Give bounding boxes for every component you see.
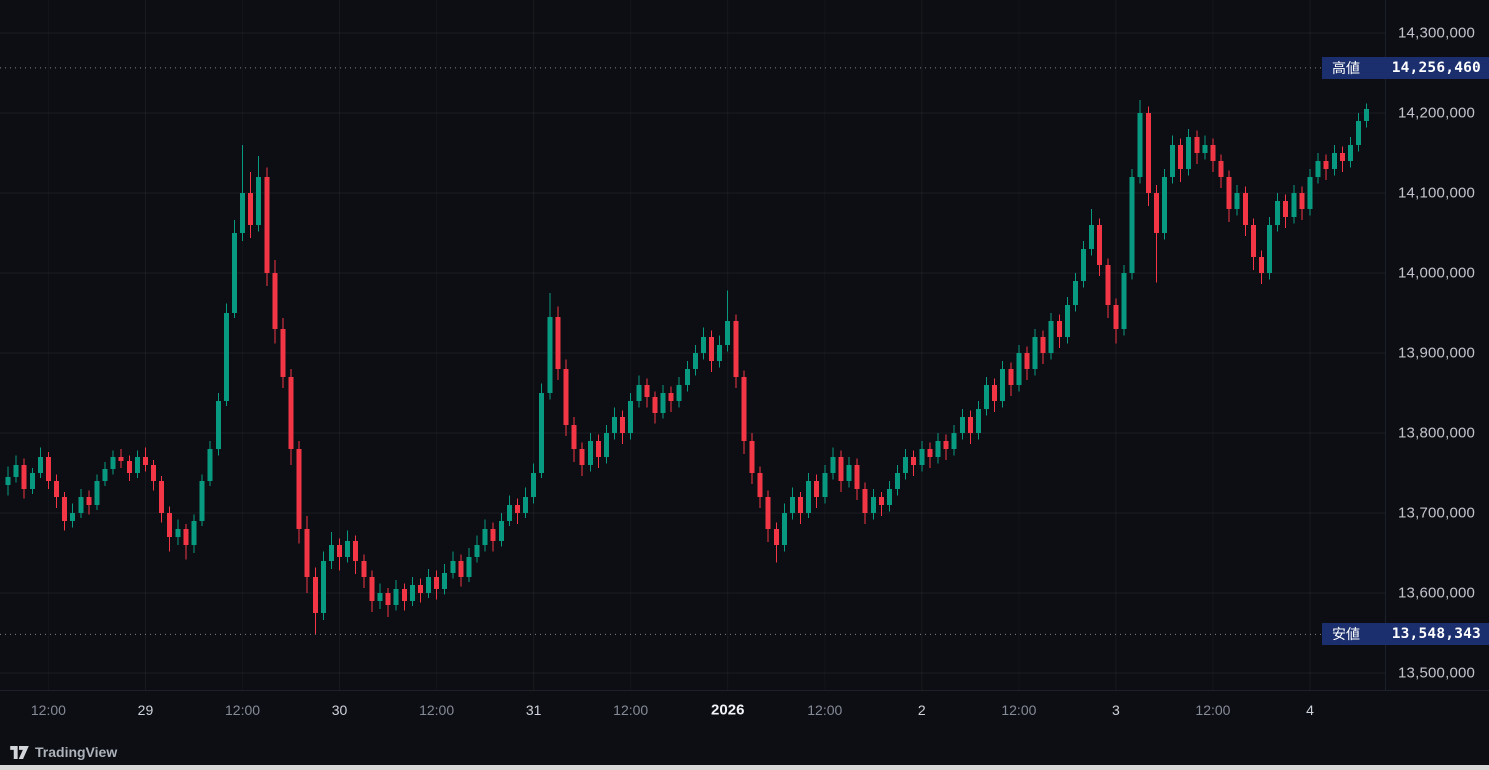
time-axis-label[interactable]: 12:00 [1001,702,1037,718]
time-axis[interactable]: 12:00 29 12:00 30 12:00 31 12:00 2026 12:00 2 12:0… [0,690,1489,733]
price-axis-label: 13,500,000 [1398,664,1476,682]
low-price-tag-label: 安値 [1332,626,1360,643]
chart-pane[interactable] [0,0,1385,690]
time-axis-label[interactable]: 2026 [711,701,745,719]
price-axis-label: 14,000,000 [1398,264,1476,282]
time-axis-label[interactable]: 12:00 [419,702,455,718]
time-axis-label[interactable]: 4 [1306,702,1314,718]
low-price-tag-value: 13,548,343 [1391,626,1481,643]
time-axis-label[interactable]: 29 [137,702,154,718]
time-axis-label[interactable]: 12:00 [30,702,66,718]
price-axis-label: 14,300,000 [1398,24,1476,42]
tradingview-logo-icon [10,745,29,759]
time-axis-label[interactable]: 12:00 [1195,702,1231,718]
time-axis-label[interactable]: 12:00 [224,702,261,718]
price-axis[interactable]: 14,300,000 14,200,000 14,100,000 14,000,000… [1385,0,1489,690]
price-axis-label: 13,800,000 [1398,424,1476,442]
time-axis-label[interactable]: 2 [917,702,926,718]
grid [0,0,1385,690]
candlesticks [5,100,1370,635]
high-price-tag-label: 高値 [1332,59,1360,76]
time-axis-label[interactable]: 30 [331,702,348,718]
low-price-tag: 安値 13,548,343 [1322,623,1489,646]
tradingview-attribution[interactable]: TradingView [10,742,117,762]
tradingview-wordmark: TradingView [35,744,118,760]
high-price-tag-value: 14,256,460 [1391,59,1481,76]
price-axis-label: 13,700,000 [1398,504,1476,522]
candlestick-chart[interactable] [0,0,1385,690]
price-axis-label: 14,200,000 [1398,104,1476,122]
time-axis-label[interactable]: 12:00 [807,702,843,718]
time-axis-label[interactable]: 12:00 [613,702,649,718]
high-price-tag: 高値 14,256,460 [1322,56,1489,79]
price-axis-label: 13,600,000 [1398,584,1476,602]
price-axis-label: 13,900,000 [1398,344,1476,362]
price-axis-label: 14,100,000 [1398,184,1476,202]
time-axis-label[interactable]: 31 [525,702,542,718]
page-bottom-strip [0,765,1489,770]
time-axis-label[interactable]: 3 [1112,702,1120,718]
